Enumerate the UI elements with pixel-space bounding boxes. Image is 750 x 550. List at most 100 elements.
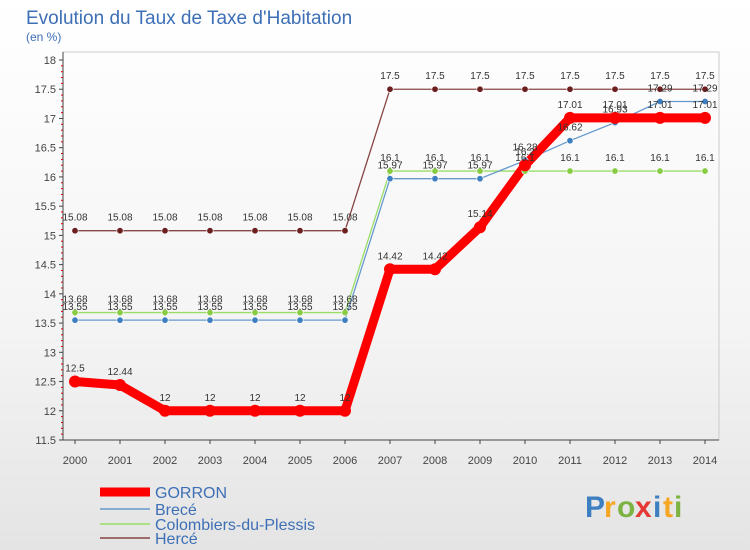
data-point: [206, 309, 214, 317]
data-point: [566, 85, 574, 93]
x-tick-label: 2007: [378, 455, 402, 467]
data-point: [206, 316, 214, 324]
data-label: 15.97: [422, 161, 447, 172]
data-point: [296, 316, 304, 324]
data-point: [474, 221, 486, 234]
data-point: [251, 227, 259, 235]
data-point: [116, 227, 124, 235]
x-tick-label: 2013: [648, 455, 672, 467]
data-label: 16.1: [470, 153, 490, 164]
data-label: 16.1: [425, 153, 445, 164]
data-point: [566, 137, 574, 145]
y-tick-label: 13.5: [35, 318, 56, 330]
data-label: 15.14: [467, 209, 492, 220]
data-point: [206, 227, 214, 235]
legend-label-1: Brecé: [155, 502, 197, 519]
data-label: 17.01: [557, 100, 582, 111]
data-label: 17.5: [380, 71, 400, 82]
data-point: [341, 227, 349, 235]
data-point: [251, 316, 259, 324]
data-point: [701, 167, 709, 175]
data-label: 16.1: [380, 153, 400, 164]
data-label: 17.5: [515, 71, 535, 82]
y-tick-label: 12.5: [35, 377, 56, 389]
data-point: [204, 404, 216, 417]
logo-letter: i: [674, 491, 682, 524]
data-point: [161, 309, 169, 317]
data-point: [656, 98, 664, 106]
data-label: 13.55: [287, 302, 312, 313]
chart-subtitle: (en %): [26, 30, 61, 44]
y-tick-label: 13: [44, 347, 56, 359]
data-point: [386, 167, 394, 175]
x-tick-label: 2005: [288, 455, 312, 467]
data-point: [341, 309, 349, 317]
data-label: 13.55: [62, 302, 87, 313]
data-label: 16.2: [515, 147, 535, 158]
data-label: 13.68: [242, 295, 267, 306]
data-point: [701, 98, 709, 106]
data-point: [341, 316, 349, 324]
logo-letter: r: [604, 491, 616, 524]
data-label: 16.1: [605, 153, 625, 164]
data-point: [161, 316, 169, 324]
data-point: [429, 263, 441, 276]
data-label: 16.28: [512, 143, 537, 154]
x-tick-label: 2002: [153, 455, 177, 467]
data-point: [69, 375, 81, 388]
logo-letter: t: [663, 491, 673, 524]
data-label: 15.08: [197, 213, 222, 224]
x-tick-label: 2014: [693, 455, 717, 467]
data-point: [249, 404, 261, 417]
data-label: 13.55: [197, 302, 222, 313]
data-label: 15.08: [152, 213, 177, 224]
legend-label-2: Colombiers-du-Plessis: [155, 517, 315, 534]
data-point: [476, 167, 484, 175]
data-label: 15.08: [332, 213, 357, 224]
y-tick-label: 14.5: [35, 260, 56, 272]
data-point: [71, 316, 79, 324]
x-tick-label: 2008: [423, 455, 447, 467]
data-label: 17.5: [425, 71, 445, 82]
data-point: [476, 85, 484, 93]
data-point: [476, 175, 484, 183]
data-label: 17.01: [647, 100, 672, 111]
data-label: 17.29: [692, 84, 717, 95]
data-label: 13.68: [62, 295, 87, 306]
data-label: 14.42: [377, 251, 402, 262]
chart-title: Evolution du Taux de Taxe d'Habitation: [26, 8, 352, 29]
data-point: [386, 175, 394, 183]
y-tick-label: 16.5: [35, 143, 56, 155]
data-point: [339, 404, 351, 417]
data-point: [654, 111, 666, 124]
data-label: 12.5: [65, 364, 85, 375]
data-label: 15.97: [377, 161, 402, 172]
x-tick-label: 2004: [243, 455, 267, 467]
data-label: 17.01: [692, 100, 717, 111]
data-label: 15.08: [242, 213, 267, 224]
data-label: 13.68: [107, 295, 132, 306]
data-label: 13.68: [197, 295, 222, 306]
data-point: [431, 85, 439, 93]
data-label: 15.97: [467, 161, 492, 172]
x-tick-label: 2000: [63, 455, 87, 467]
series-line-1: [74, 100, 706, 321]
data-label: 16.1: [515, 153, 535, 164]
data-label: 12: [204, 393, 216, 404]
y-tick-label: 16: [44, 172, 56, 184]
data-label: 12: [339, 393, 351, 404]
y-tick-label: 17: [44, 113, 56, 125]
data-label: 13.68: [152, 295, 177, 306]
data-point: [611, 85, 619, 93]
data-label: 17.5: [470, 71, 490, 82]
logo-letter: o: [617, 491, 635, 524]
data-label: 12: [249, 393, 261, 404]
x-tick-label: 2003: [198, 455, 222, 467]
data-point: [386, 85, 394, 93]
data-label: 13.55: [332, 302, 357, 313]
data-point: [71, 227, 79, 235]
data-point: [114, 379, 126, 392]
y-tick-label: 15.5: [35, 201, 56, 213]
